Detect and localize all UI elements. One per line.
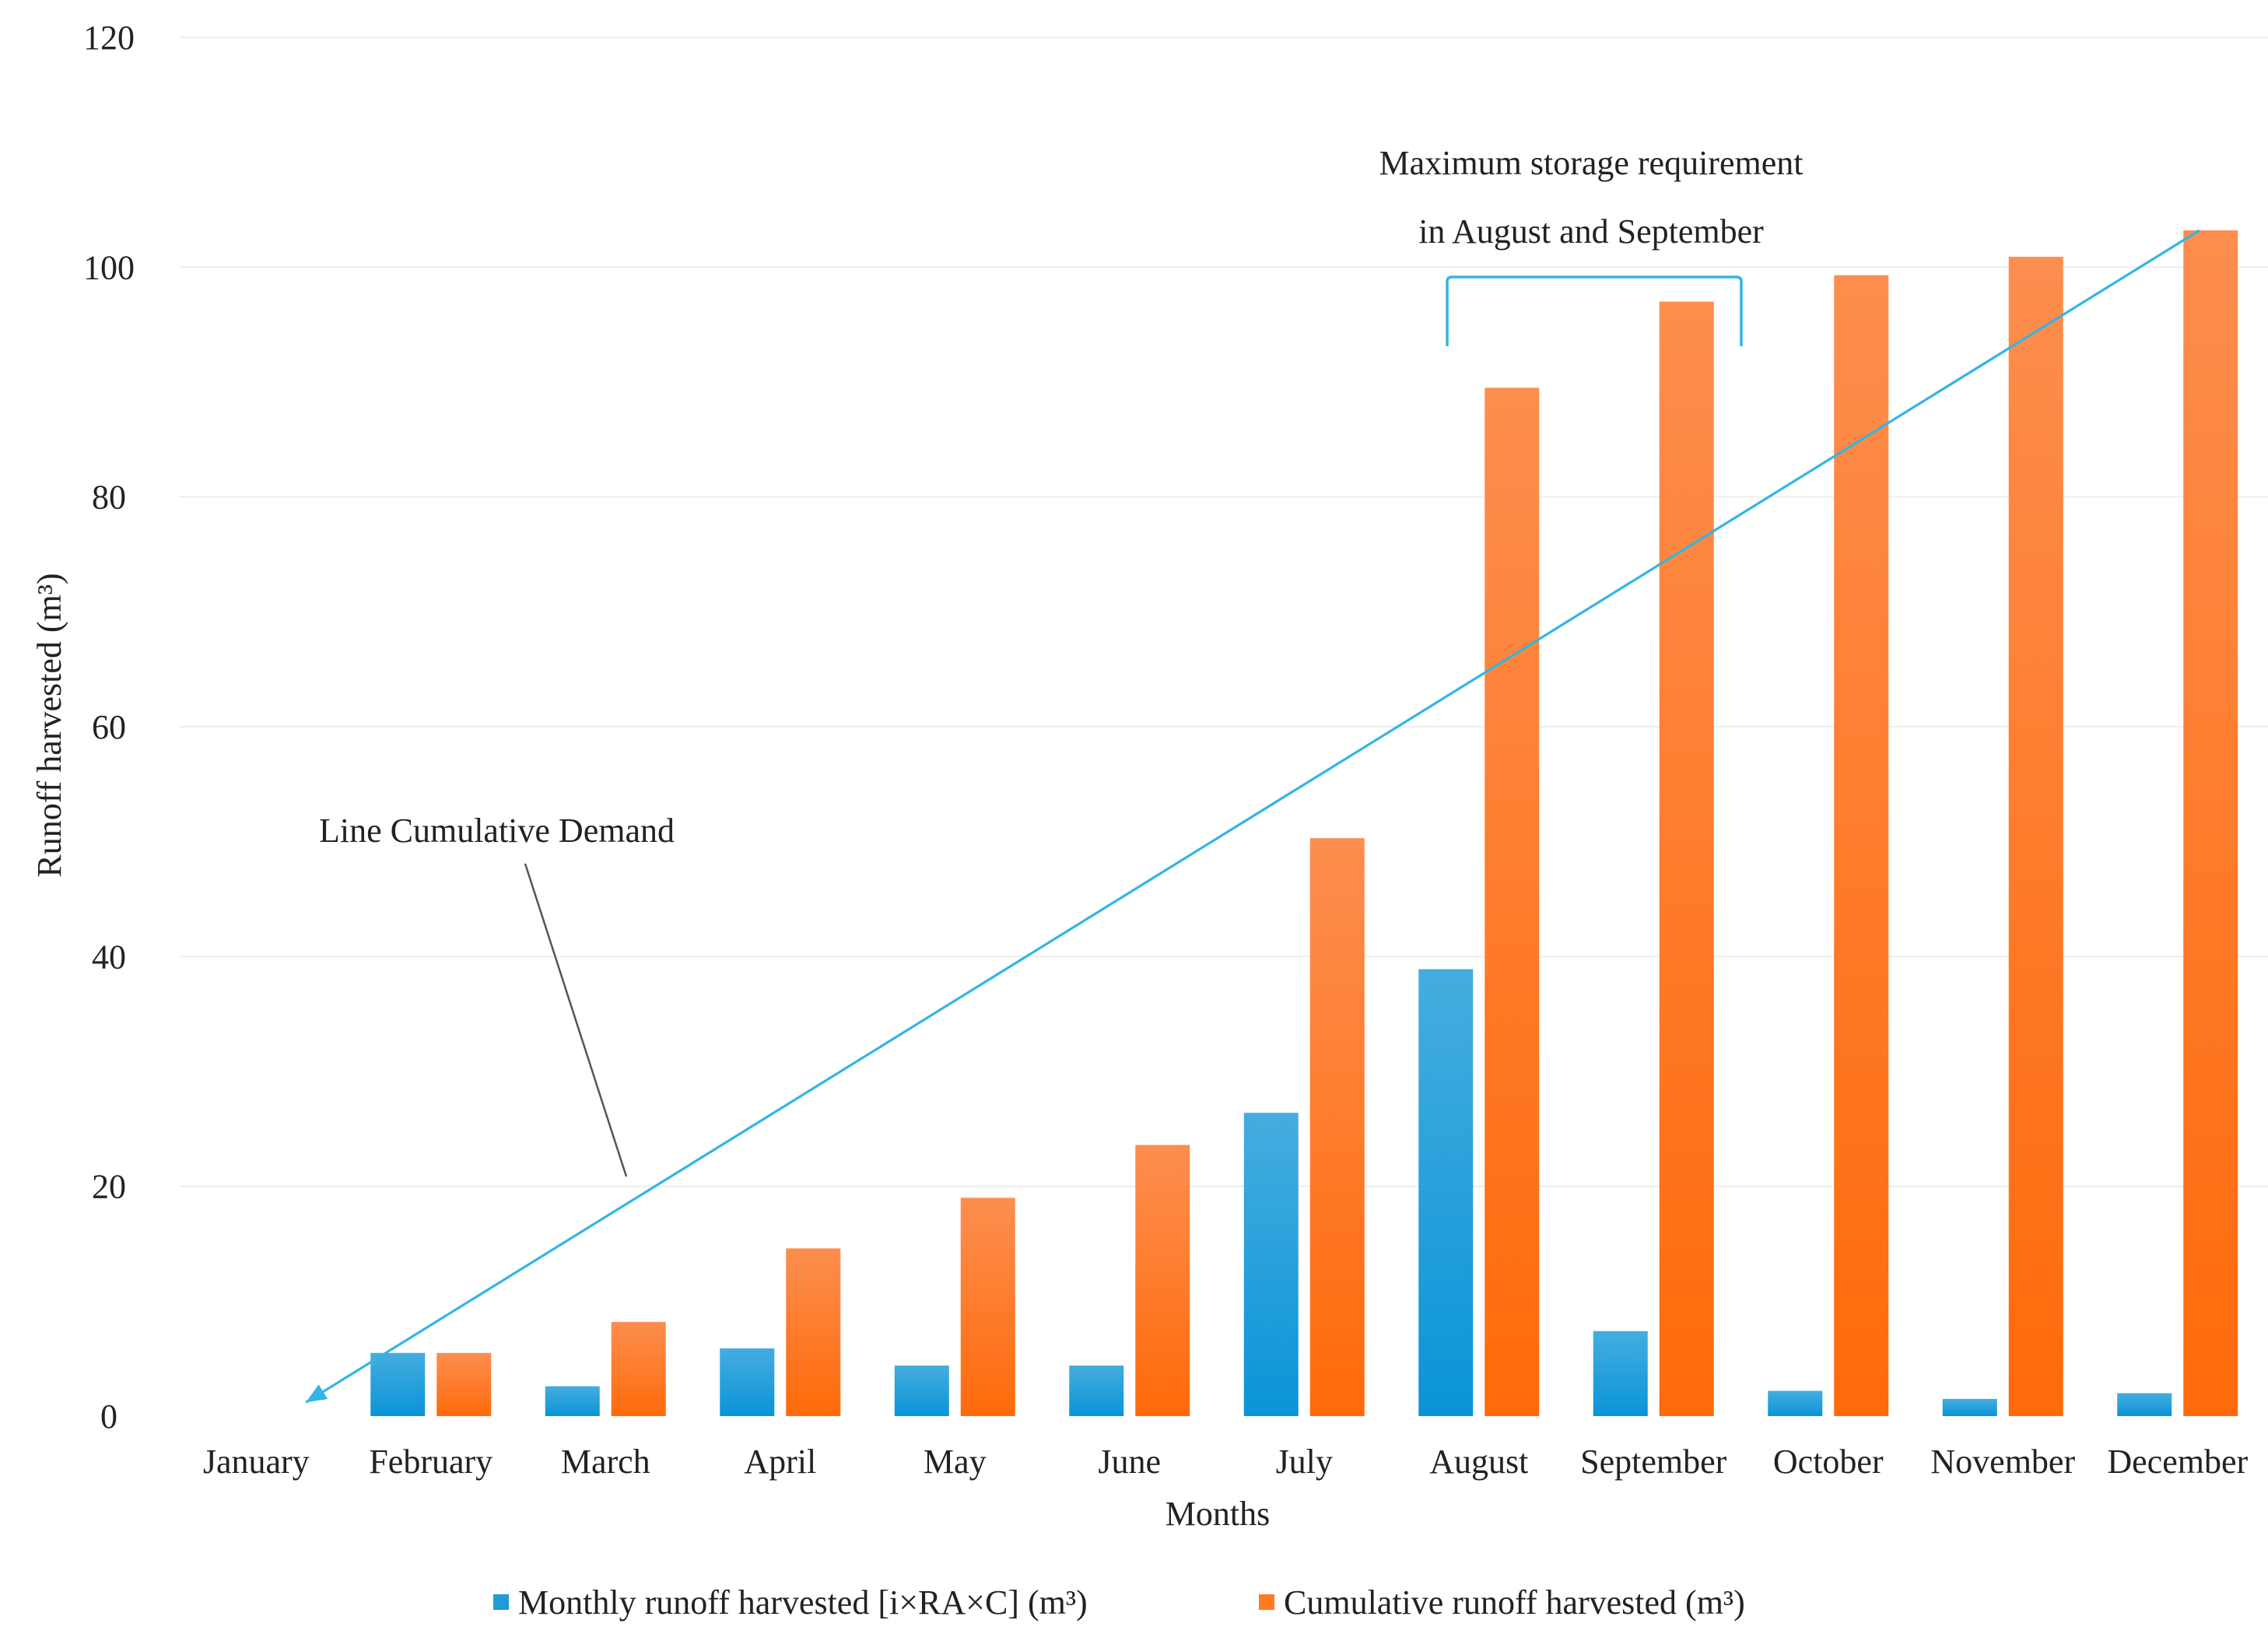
monthly-bar-december [2117,1393,2172,1416]
cumulative-bar-october [1834,275,1889,1416]
y-tick-label-60: 60 [92,708,126,746]
x-tick-label-september: September [1580,1443,1727,1481]
y-tick-label-0: 0 [100,1397,117,1436]
x-tick-label-february: February [369,1443,493,1481]
cumulative-bar-november [2008,257,2063,1416]
cumulative-bar-july [1309,838,1365,1416]
y-tick-label-120: 120 [83,19,135,57]
legend-label-monthly: Monthly runoff harvested [i×RA×C] (m³) [518,1583,1088,1622]
monthly-bar-april [720,1348,775,1416]
x-tick-label-june: June [1098,1443,1161,1481]
x-axis-title: Months [1166,1495,1270,1533]
y-axis-ticks: 0 20 40 60 80 100 120 [83,19,135,1436]
demand-line-label: Line Cumulative Demand [319,812,675,850]
monthly-bar-july [1243,1113,1299,1416]
cumulative-bar-april [786,1248,841,1416]
x-tick-label-december: December [2107,1443,2248,1481]
demand-line [305,229,2200,1404]
y-tick-label-80: 80 [92,479,126,517]
legend-label-cumulative: Cumulative runoff harvested (m³) [1284,1583,1745,1622]
cumulative-bar-may [960,1197,1015,1416]
gridlines [179,37,2268,1187]
monthly-bar-june [1069,1366,1124,1416]
cumulative-bar-february [436,1352,492,1416]
x-tick-label-march: March [561,1443,650,1481]
y-axis-title: Runoff harvested (m³) [30,573,68,877]
y-tick-label-20: 20 [92,1168,126,1206]
cumulative-bar-september [1659,301,1714,1417]
cumulative-bar-december [2183,230,2238,1417]
x-axis-ticks: January February March April May June July Augu… [203,1443,2249,1481]
monthly-bar-march [545,1386,600,1416]
storage-bracket [1446,275,1743,346]
monthly-bar-february [370,1352,426,1416]
storage-label-line1: Maximum storage requirement [1379,144,1804,182]
x-tick-label-november: November [1930,1443,2075,1481]
demand-line-arrowhead [306,1384,328,1403]
demand-line-group [305,229,2200,1404]
legend: Monthly runoff harvested [i×RA×C] (m³) C… [493,1583,1745,1622]
cumulative-bar-march [611,1321,666,1416]
storage-label-line2: in August and September [1418,212,1764,251]
y-tick-label-40: 40 [92,938,126,976]
x-tick-label-august: August [1429,1443,1528,1481]
monthly-bar-september [1593,1331,1648,1416]
legend-swatch-cumulative [1259,1594,1274,1610]
monthly-bar-august [1418,969,1474,1416]
cumulative-bar-august [1485,387,1540,1417]
monthly-bar-may [894,1366,949,1416]
x-tick-label-july: July [1276,1443,1333,1481]
demand-label-leader [524,863,628,1177]
y-tick-label-100: 100 [83,248,135,286]
x-tick-label-october: October [1773,1443,1884,1481]
x-tick-label-january: January [203,1443,310,1481]
monthly-bar-november [1942,1398,1997,1416]
x-tick-label-april: April [744,1443,816,1481]
legend-swatch-monthly [493,1594,509,1610]
bars [370,230,2238,1417]
cumulative-bar-june [1135,1145,1190,1416]
x-tick-label-may: May [924,1443,987,1481]
monthly-bar-october [1768,1390,1823,1416]
